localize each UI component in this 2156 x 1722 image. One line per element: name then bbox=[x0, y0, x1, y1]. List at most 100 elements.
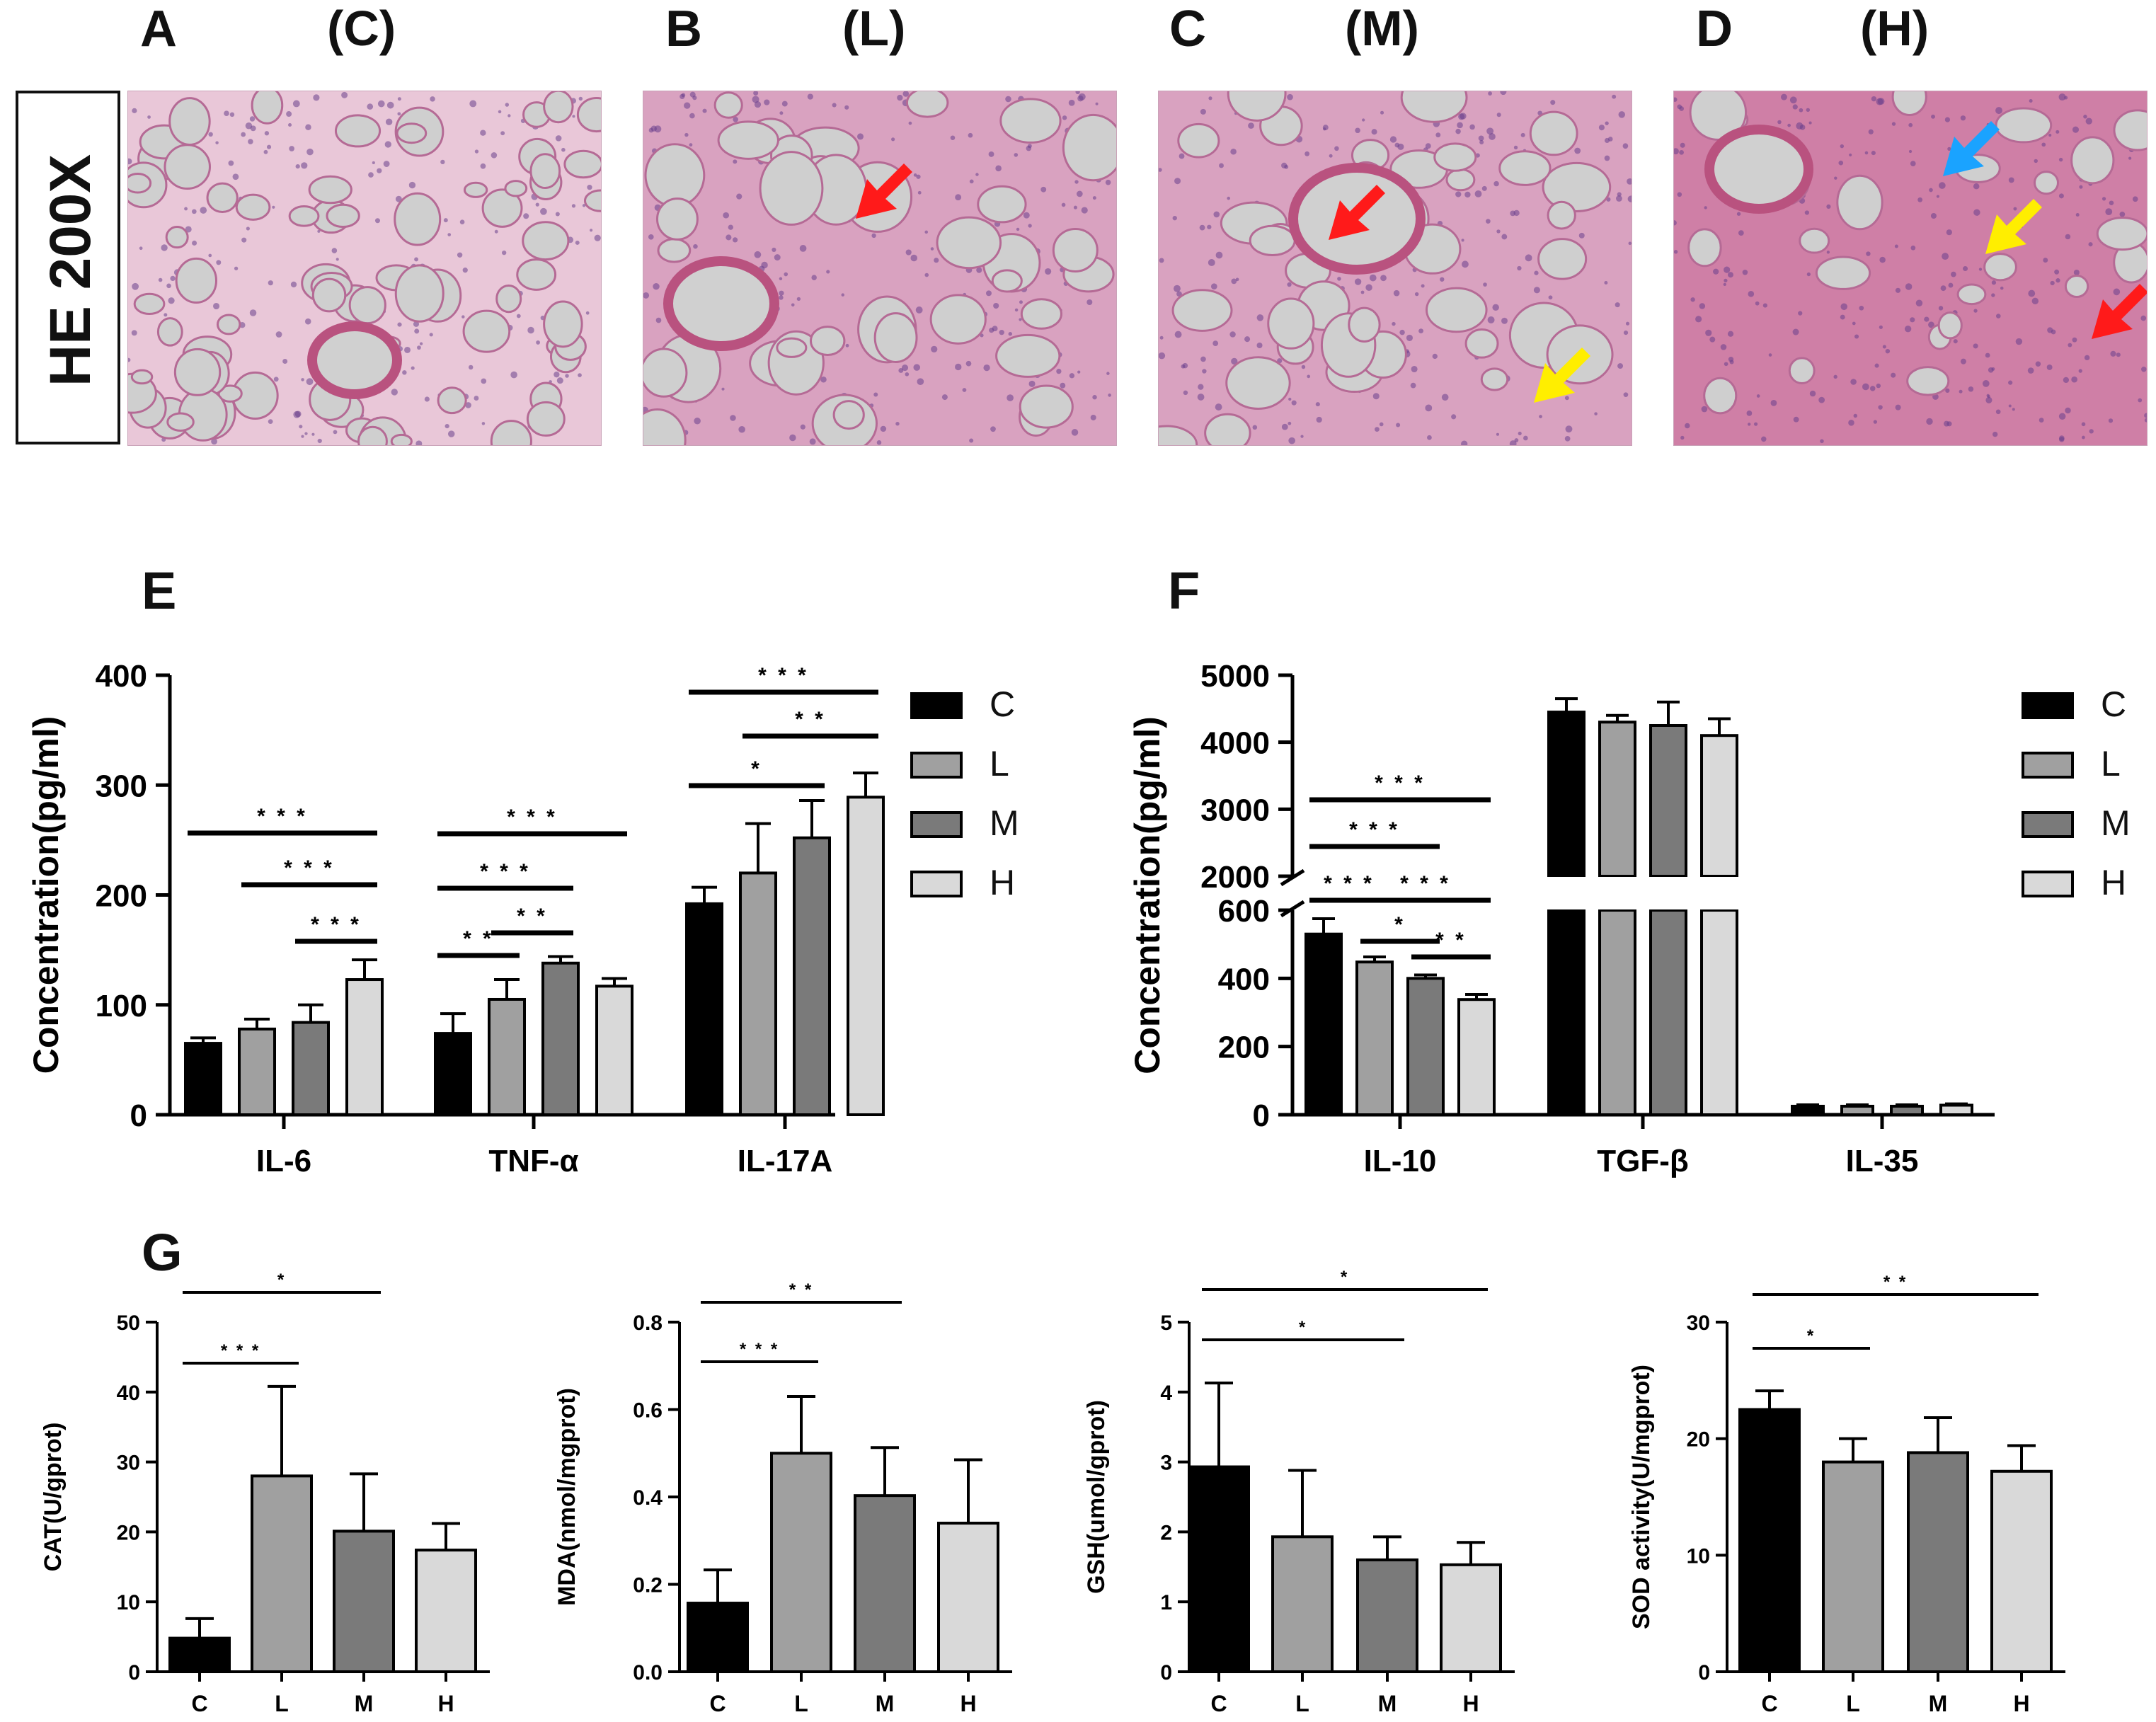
nucleus-dot bbox=[250, 125, 256, 132]
legend-label-h: H bbox=[2101, 863, 2126, 902]
nucleus-dot bbox=[955, 363, 962, 371]
nucleus-dot bbox=[1159, 352, 1166, 360]
y-axis-label: Concentration(pg/ml) bbox=[1128, 716, 1167, 1074]
nucleus-dot bbox=[692, 96, 697, 101]
nucleus-dot bbox=[916, 174, 921, 179]
alveolar-space bbox=[776, 337, 808, 358]
nucleus-dot bbox=[1705, 329, 1712, 336]
nucleus-dot bbox=[1720, 344, 1727, 350]
nucleus-dot bbox=[779, 111, 784, 115]
nucleus-dot bbox=[1071, 429, 1079, 436]
nucleus-dot bbox=[510, 371, 517, 379]
alveolar-space bbox=[1498, 150, 1552, 186]
nucleus-dot bbox=[2088, 242, 2093, 247]
nucleus-dot bbox=[1019, 300, 1023, 304]
nucleus-dot bbox=[1818, 396, 1825, 403]
nucleus-dot bbox=[1616, 195, 1622, 202]
nucleus-dot bbox=[494, 229, 498, 234]
bar-M bbox=[854, 1494, 916, 1673]
alveolar-space bbox=[526, 401, 566, 437]
nucleus-dot bbox=[1985, 396, 1992, 403]
bar-IL-17A-C bbox=[685, 902, 723, 1117]
nucleus-dot bbox=[411, 366, 415, 370]
nucleus-dot bbox=[1755, 301, 1760, 306]
nucleus-dot bbox=[1380, 275, 1387, 282]
alveolar-space bbox=[563, 149, 601, 179]
nucleus-dot bbox=[1738, 230, 1744, 236]
nucleus-dot bbox=[1208, 259, 1215, 266]
nucleus-dot bbox=[1894, 244, 1898, 248]
nucleus-dot bbox=[131, 330, 137, 336]
alveolar-space bbox=[1177, 122, 1220, 159]
significance-stars: * * * bbox=[740, 1340, 779, 1359]
nucleus-dot bbox=[1574, 147, 1581, 154]
red-arrow-icon bbox=[856, 163, 912, 219]
nucleus-dot bbox=[1617, 192, 1622, 197]
nucleus-dot bbox=[950, 135, 956, 141]
nucleus-dot bbox=[857, 133, 864, 140]
bar-H bbox=[937, 1522, 999, 1674]
bar-L bbox=[770, 1452, 832, 1673]
nucleus-dot bbox=[1288, 397, 1292, 401]
nucleus-dot bbox=[2109, 200, 2114, 205]
nucleus-dot bbox=[702, 108, 707, 113]
alveolar-space bbox=[1433, 142, 1477, 172]
nucleus-dot bbox=[895, 421, 900, 426]
nucleus-dot bbox=[1086, 299, 1093, 306]
alveolar-space bbox=[576, 97, 601, 133]
nucleus-dot bbox=[385, 118, 393, 125]
alveolar-space bbox=[308, 175, 352, 205]
nucleus-dot bbox=[820, 376, 827, 383]
significance-stars: * * * bbox=[1324, 872, 1375, 895]
nucleus-dot bbox=[2039, 418, 2044, 423]
bar-TGF-β-H-lower bbox=[1700, 909, 1738, 1116]
yellow-arrow-icon bbox=[1534, 348, 1590, 403]
alveolar-space bbox=[495, 284, 522, 314]
nucleus-dot bbox=[1074, 180, 1079, 184]
histology-image-h bbox=[1673, 91, 2148, 446]
nucleus-dot bbox=[1056, 368, 1062, 374]
nucleus-dot bbox=[1806, 108, 1811, 113]
alveolar-space bbox=[1052, 227, 1099, 272]
nucleus-dot bbox=[2128, 156, 2132, 160]
nucleus-dot bbox=[1874, 363, 1879, 368]
nucleus-dot bbox=[1946, 421, 1952, 427]
nucleus-dot bbox=[1866, 251, 1871, 256]
nucleus-dot bbox=[1069, 373, 1075, 379]
nucleus-dot bbox=[554, 372, 560, 378]
bar-H bbox=[415, 1549, 477, 1673]
bar-H bbox=[1440, 1563, 1502, 1673]
nucleus-dot bbox=[917, 190, 922, 195]
nucleus-dot bbox=[990, 426, 996, 432]
nucleus-dot bbox=[414, 328, 420, 334]
x-tick-label: H bbox=[2013, 1691, 2029, 1716]
nucleus-dot bbox=[241, 237, 247, 243]
nucleus-dot bbox=[917, 378, 924, 386]
alveolar-space bbox=[1799, 227, 1830, 254]
significance-stars: * bbox=[1807, 1326, 1816, 1345]
alveolar-space bbox=[1547, 200, 1576, 230]
nucleus-dot bbox=[1945, 388, 1950, 393]
nucleus-dot bbox=[480, 130, 486, 136]
bar-TGF-β-M-lower bbox=[1649, 909, 1687, 1116]
nucleus-dot bbox=[1885, 348, 1891, 354]
nucleus-dot bbox=[1469, 124, 1475, 130]
nucleus-dot bbox=[212, 302, 220, 310]
nucleus-dot bbox=[1410, 382, 1416, 389]
y-tick-label: 10 bbox=[1687, 1544, 1710, 1568]
nucleus-dot bbox=[306, 378, 314, 386]
nucleus-dot bbox=[1578, 232, 1585, 239]
nucleus-dot bbox=[1905, 283, 1913, 290]
nucleus-dot bbox=[1394, 142, 1400, 148]
nucleus-dot bbox=[1461, 239, 1464, 242]
nucleus-dot bbox=[1674, 97, 1678, 102]
alveolar-space bbox=[504, 180, 528, 197]
nucleus-dot bbox=[789, 434, 796, 442]
bar-IL-17A-L bbox=[739, 871, 777, 1116]
nucleus-dot bbox=[1996, 314, 2001, 318]
y-tick-label: 300 bbox=[96, 769, 147, 803]
y-axis-label: Concentration(pg/ml) bbox=[26, 716, 66, 1074]
nucleus-dot bbox=[1895, 287, 1901, 293]
alveolar-space bbox=[2096, 217, 2147, 251]
nucleus-dot bbox=[969, 438, 974, 443]
